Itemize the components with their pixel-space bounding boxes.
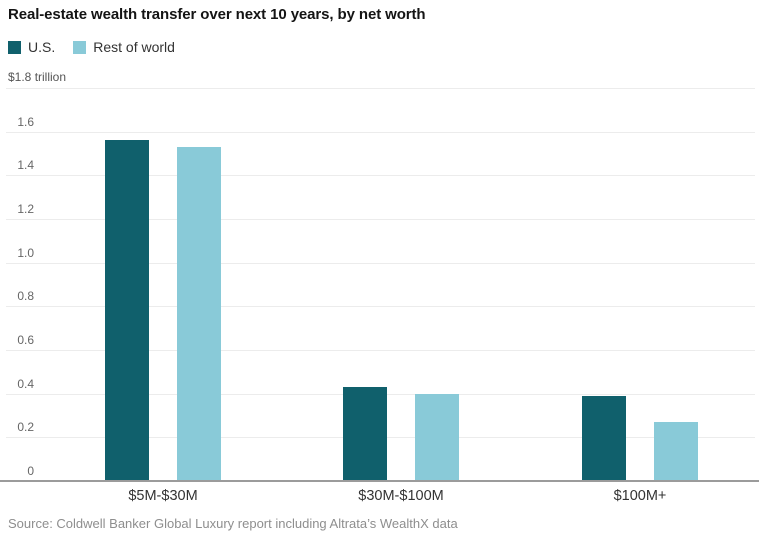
y-tick-label: 1.2: [17, 202, 34, 216]
gridline: [6, 219, 755, 220]
y-tick-label: 0.8: [17, 289, 34, 303]
source-note: Source: Coldwell Banker Global Luxury re…: [8, 516, 458, 531]
legend-label-rest-of-world: Rest of world: [93, 39, 175, 55]
gridline: [6, 306, 755, 307]
gridline: [6, 263, 755, 264]
bar-rest-of-world-5m-30m: [177, 147, 221, 480]
x-category-label: $30M-$100M: [358, 488, 444, 504]
y-tick-label: 0.4: [17, 377, 34, 391]
y-tick-label: 1.4: [17, 158, 34, 172]
legend-swatch-rest-of-world: [73, 40, 87, 54]
gridline: [6, 175, 755, 176]
y-tick-label: 1.6: [17, 115, 34, 129]
legend-swatch-us: [8, 40, 21, 54]
gridline: [6, 88, 755, 89]
y-tick-label: 0: [27, 464, 34, 478]
chart-legend: U.S. Rest of world: [8, 39, 175, 55]
bar-u-s-100m: [582, 396, 626, 480]
y-tick-label: 0.6: [17, 333, 34, 347]
chart-title: Real-estate wealth transfer over next 10…: [8, 6, 426, 23]
legend-label-us: U.S.: [28, 39, 56, 55]
bar-u-s-5m-30m: [105, 140, 149, 480]
y-tick-label: 0.2: [17, 420, 34, 434]
x-category-label: $5M-$30M: [128, 488, 198, 504]
x-category-label: $100M+: [613, 488, 667, 504]
y-tick-label: 1.0: [17, 246, 34, 260]
gridline: [6, 132, 755, 133]
bar-rest-of-world-100m: [654, 422, 698, 480]
bar-rest-of-world-30m-100m: [415, 394, 459, 480]
bar-u-s-30m-100m: [343, 387, 387, 480]
gridline: [6, 350, 755, 351]
legend-item-us: U.S.: [8, 39, 55, 55]
y-axis-unit-label: $1.8 trillion: [8, 70, 67, 84]
x-axis-line: [0, 480, 759, 482]
legend-item-rest-of-world: Rest of world: [73, 39, 175, 55]
